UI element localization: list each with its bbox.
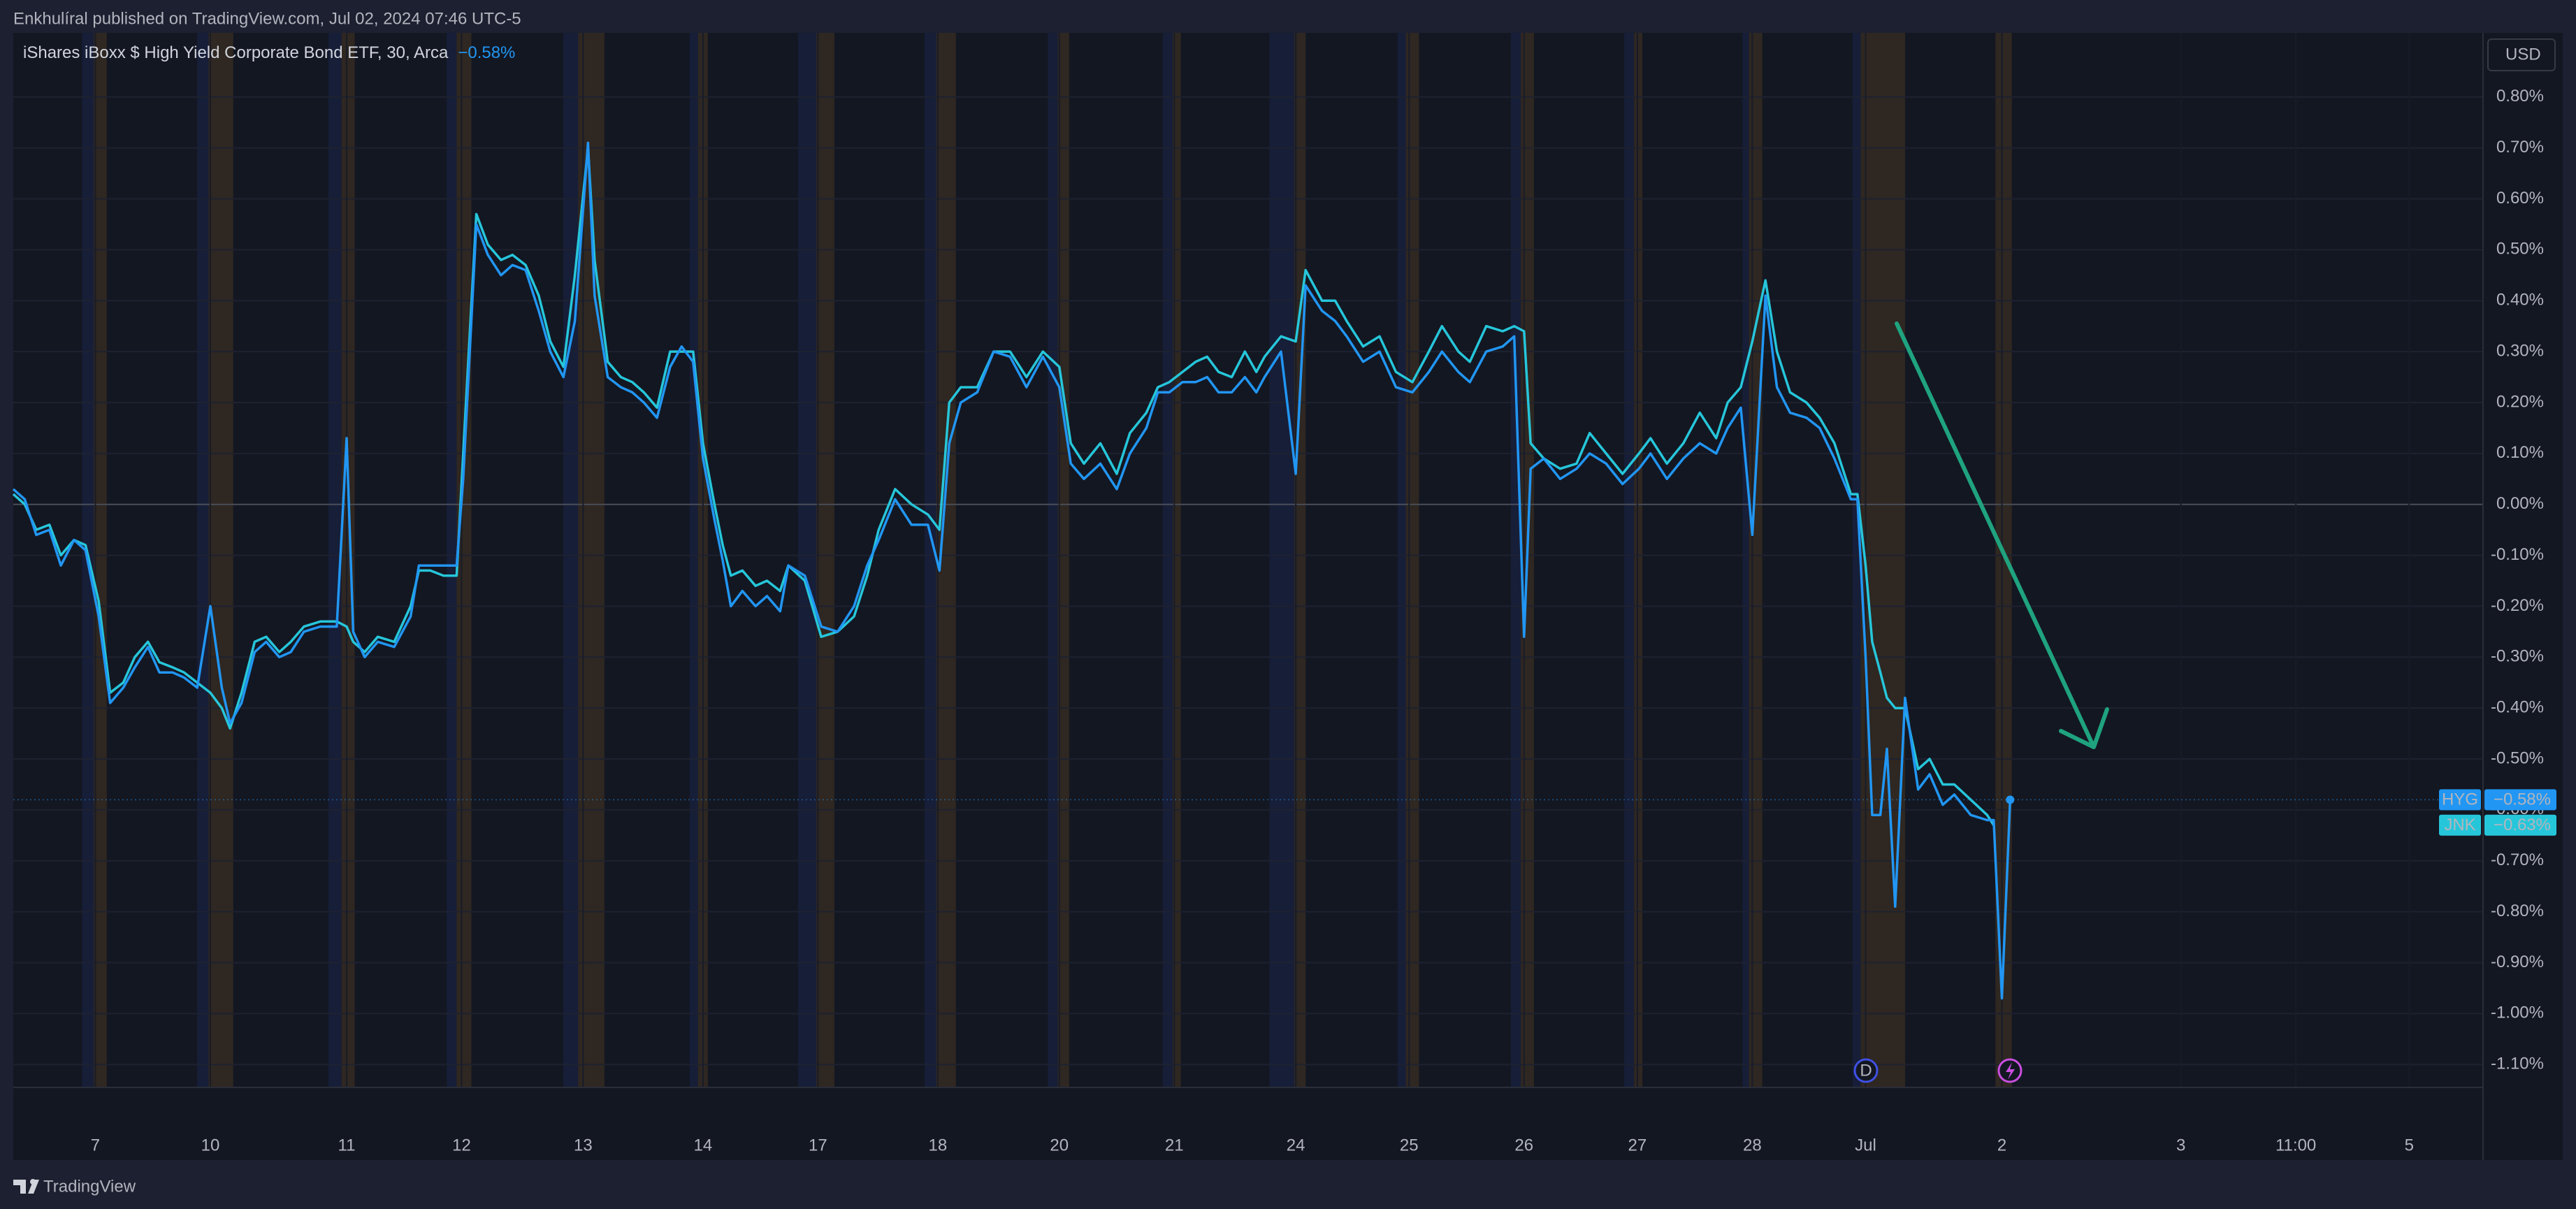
grid <box>13 33 2483 1087</box>
y-tick-label: 0.80% <box>2496 87 2544 106</box>
price-tag <box>2439 814 2481 836</box>
y-tick-label: -0.70% <box>2491 850 2544 869</box>
legend: iShares iBoxx $ High Yield Corporate Bon… <box>23 43 515 62</box>
session-band <box>1162 33 1173 1087</box>
x-tick-label: 24 <box>1287 1136 1305 1154</box>
session-band <box>1852 33 1861 1087</box>
price-tag-name: HYG <box>2442 790 2478 809</box>
y-tick-label: -0.40% <box>2491 698 2544 717</box>
session-band <box>798 33 816 1087</box>
session-band <box>208 33 233 1087</box>
x-tick-label: 25 <box>1400 1136 1419 1154</box>
dividend-label[interactable]: D <box>1860 1061 1872 1080</box>
change: −0.58% <box>458 43 515 62</box>
session-band <box>925 33 936 1087</box>
y-tick-label: -1.10% <box>2491 1055 2544 1073</box>
y-tick-label: 0.40% <box>2496 291 2544 310</box>
footer <box>0 1166 2576 1209</box>
trend-arrow <box>1895 321 2109 749</box>
x-tick-label: 3 <box>2176 1136 2185 1154</box>
brand: TradingView <box>43 1177 136 1196</box>
x-tick-label: 13 <box>574 1136 593 1154</box>
y-tick-label: -0.50% <box>2491 748 2544 767</box>
price-tag-value: −0.63% <box>2494 816 2551 834</box>
y-tick-label: 0.70% <box>2496 138 2544 157</box>
x-tick-label: 21 <box>1165 1136 1184 1154</box>
x-tick-label: 2 <box>1997 1136 2006 1154</box>
y-tick-label: -1.00% <box>2491 1004 2544 1022</box>
price-tag-value: −0.58% <box>2494 790 2551 809</box>
session-band <box>328 33 342 1087</box>
session-band <box>1397 33 1406 1087</box>
session-band <box>1995 33 2012 1087</box>
session-band <box>1742 33 1749 1087</box>
y-tick-label: 0.00% <box>2496 494 2544 513</box>
x-tick-label: 27 <box>1628 1136 1647 1154</box>
x-tick-label: 26 <box>1514 1136 1533 1154</box>
last-point <box>2006 795 2015 804</box>
session-band <box>1511 33 1521 1087</box>
x-tick-label: 20 <box>1050 1136 1069 1154</box>
price-tag <box>2484 789 2556 811</box>
series-line <box>12 141 2012 1000</box>
series-line <box>12 146 1995 826</box>
session-band <box>1860 33 1905 1087</box>
price-tag <box>2484 814 2556 836</box>
price-tag-name: JNK <box>2444 816 2475 834</box>
y-tick-label: 0.60% <box>2496 189 2544 208</box>
dividend-marker[interactable] <box>1853 1058 1879 1083</box>
x-tick-label: 14 <box>694 1136 713 1154</box>
session-band <box>93 33 107 1087</box>
x-tick-label: Jul <box>1855 1136 1876 1154</box>
session-band <box>1405 33 1419 1087</box>
x-tick-label: 10 <box>201 1136 220 1154</box>
x-tick-label: 17 <box>809 1136 827 1154</box>
session-band <box>1057 33 1069 1087</box>
event-icon <box>2006 1062 2015 1080</box>
session-band <box>447 33 457 1087</box>
session-band <box>816 33 834 1087</box>
chart-title: iShares iBoxx $ High Yield Corporate Bon… <box>23 43 449 62</box>
x-tick-label: 11:00 <box>2275 1136 2316 1154</box>
x-tick-label: 12 <box>452 1136 471 1154</box>
x-tick-label: 28 <box>1743 1136 1762 1154</box>
session-band <box>197 33 209 1087</box>
publish-info: Enkhulíral published on TradingView.com,… <box>13 9 521 28</box>
y-tick-label: -0.80% <box>2491 902 2544 920</box>
x-tick-label: 11 <box>338 1136 356 1154</box>
session-band <box>1749 33 1763 1087</box>
y-tick-label: -0.20% <box>2491 596 2544 615</box>
session-band <box>456 33 472 1087</box>
logo <box>13 1179 39 1194</box>
x-tick-label: 7 <box>91 1136 100 1154</box>
y-tick-label: 0.10% <box>2496 443 2544 462</box>
currency-button[interactable] <box>2487 38 2556 71</box>
y-tick-label: -0.90% <box>2491 953 2544 971</box>
y-tick-label: 0.20% <box>2496 392 2544 411</box>
price-tag <box>2439 789 2481 811</box>
session-band <box>1269 33 1294 1087</box>
y-tick-label: -0.10% <box>2491 545 2544 564</box>
session-band <box>563 33 579 1087</box>
currency[interactable]: USD <box>2505 45 2541 64</box>
x-tick-label: 18 <box>929 1136 948 1154</box>
x-tick-label: 5 <box>2405 1136 2414 1154</box>
y-tick-label: 0.50% <box>2496 240 2544 259</box>
y-tick-label: 0.30% <box>2496 341 2544 360</box>
session-band <box>1048 33 1058 1087</box>
session-band <box>1172 33 1181 1087</box>
session-band <box>1634 33 1642 1087</box>
session-band <box>690 33 698 1087</box>
session-band <box>341 33 355 1087</box>
session-band <box>1624 33 1635 1087</box>
y-tick-label: -0.30% <box>2491 647 2544 666</box>
